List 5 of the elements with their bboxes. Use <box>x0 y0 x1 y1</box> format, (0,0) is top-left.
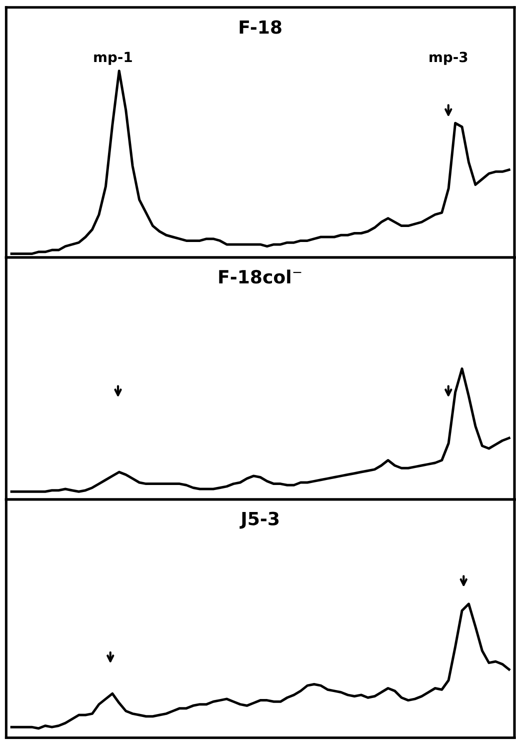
chart-title: J5-3 <box>240 512 279 529</box>
text: mp-1 <box>94 52 132 65</box>
chart-title: F-18col$^{−}$ <box>219 270 302 284</box>
text: mp-3 <box>430 52 468 65</box>
chart-title: F-18 <box>240 20 282 34</box>
